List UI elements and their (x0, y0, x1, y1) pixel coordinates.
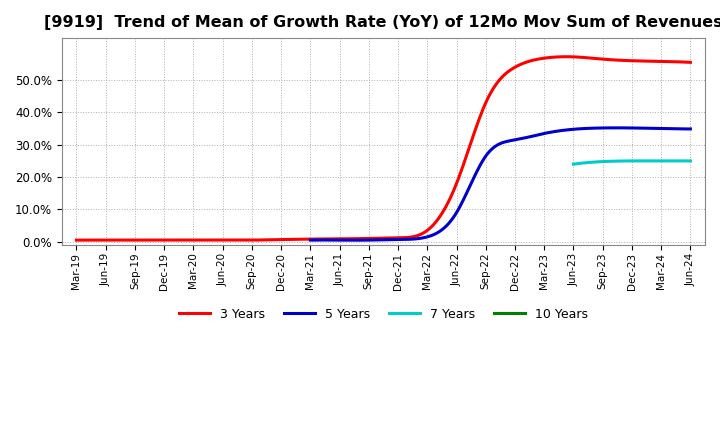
5 Years (532, 132, 541, 138)
7 Years (570, 161, 578, 167)
Title: [9919]  Trend of Mean of Growth Rate (YoY) of 12Mo Mov Sum of Revenues: [9919] Trend of Mean of Growth Rate (YoY… (44, 15, 720, 30)
7 Years (639, 158, 647, 164)
3 Years (74, 238, 83, 243)
Line: 5 Years: 5 Years (310, 128, 690, 240)
7 Years (641, 158, 649, 164)
Line: 3 Years: 3 Years (76, 57, 690, 240)
5 Years (306, 238, 315, 243)
5 Years (686, 126, 695, 132)
7 Years (686, 158, 695, 164)
3 Years (438, 211, 446, 216)
3 Years (563, 54, 572, 59)
7 Years (640, 158, 649, 164)
3 Years (633, 58, 642, 63)
3 Years (686, 60, 695, 65)
5 Years (307, 238, 316, 243)
5 Years (653, 126, 662, 131)
7 Years (675, 158, 684, 164)
7 Years (639, 158, 647, 164)
3 Years (72, 238, 81, 243)
5 Years (540, 131, 549, 136)
3 Years (236, 238, 245, 243)
7 Years (668, 158, 677, 164)
5 Years (612, 125, 621, 131)
3 Years (450, 187, 459, 192)
Legend: 3 Years, 5 Years, 7 Years, 10 Years: 3 Years, 5 Years, 7 Years, 10 Years (174, 303, 593, 326)
Line: 7 Years: 7 Years (573, 161, 690, 164)
5 Years (352, 238, 361, 243)
3 Years (440, 207, 449, 213)
7 Years (569, 161, 577, 167)
3 Years (594, 56, 603, 61)
5 Years (629, 125, 637, 131)
5 Years (534, 132, 542, 137)
